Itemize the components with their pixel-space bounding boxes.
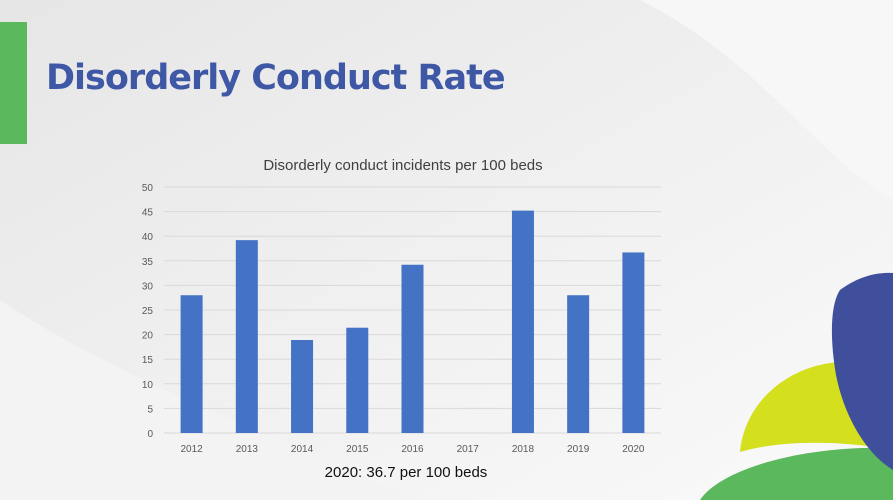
title-accent-bar — [0, 22, 27, 144]
bar-2012 — [180, 295, 203, 433]
x-tick-label: 2016 — [401, 444, 424, 455]
y-tick-label: 5 — [147, 404, 153, 415]
x-tick-label: 2014 — [291, 444, 314, 455]
x-tick-label: 2019 — [567, 444, 590, 455]
bar-2019 — [567, 295, 590, 433]
y-tick-label: 40 — [142, 232, 154, 243]
bar-2016 — [401, 264, 424, 433]
slide-title: Disorderly Conduct Rate — [46, 58, 506, 98]
bar-2014 — [291, 340, 314, 433]
x-tick-label: 2015 — [346, 444, 369, 455]
y-tick-label: 35 — [142, 257, 154, 268]
chart-caption: 2020: 36.7 per 100 beds — [324, 464, 488, 481]
blue-leaf-shape — [831, 272, 893, 470]
x-tick-label: 2017 — [457, 444, 480, 455]
bar-2013 — [235, 240, 258, 433]
y-tick-label: 10 — [142, 380, 154, 391]
x-tick-label: 2020 — [622, 444, 645, 455]
y-tick-label: 25 — [142, 306, 154, 317]
y-tick-label: 50 — [142, 183, 154, 194]
x-axis-ticks: 2012 2013 2014 2015 2016 2017 2018 2019 2020 — [180, 444, 644, 455]
y-tick-label: 30 — [142, 281, 154, 292]
chart-title: Disorderly conduct incidents per 100 bed… — [263, 157, 542, 174]
bar-2018 — [511, 210, 534, 433]
bar-2015 — [346, 327, 369, 433]
x-tick-label: 2013 — [236, 444, 259, 455]
x-tick-label: 2018 — [512, 444, 535, 455]
y-tick-label: 0 — [147, 429, 153, 440]
y-tick-label: 45 — [142, 208, 154, 219]
y-tick-label: 15 — [142, 355, 154, 366]
chart-bars — [180, 210, 645, 433]
y-axis-ticks: 0 5 10 15 20 25 30 35 40 45 50 — [142, 183, 154, 440]
green-wave-shape — [700, 447, 893, 500]
y-tick-label: 20 — [142, 331, 154, 342]
x-tick-label: 2012 — [180, 444, 203, 455]
bar-2020 — [622, 252, 645, 433]
